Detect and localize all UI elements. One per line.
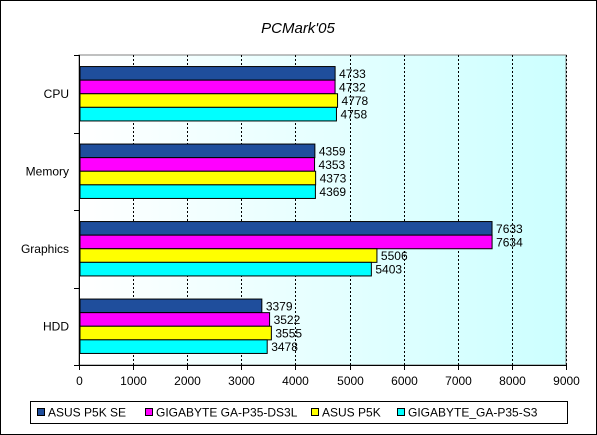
x-tick-label: 0 <box>76 374 83 388</box>
x-tick-label: 6000 <box>391 374 418 388</box>
x-tick-label: 4000 <box>282 374 309 388</box>
bar <box>79 234 493 250</box>
x-tick-label: 2000 <box>174 374 201 388</box>
bar <box>79 339 268 354</box>
legend-label: ASUS P5K SE <box>48 406 126 420</box>
bar <box>79 261 372 277</box>
data-label: 3555 <box>275 327 302 341</box>
x-tick-label: 3000 <box>228 374 255 388</box>
data-label: 4758 <box>340 108 367 122</box>
x-tick-label: 5000 <box>337 374 364 388</box>
bar <box>79 325 272 341</box>
data-label: 7633 <box>496 222 523 236</box>
data-label: 7634 <box>496 235 523 249</box>
data-label: 3522 <box>274 313 301 327</box>
legend-label: ASUS P5K <box>322 406 381 420</box>
legend-label: GIGABYTE GA-P35-DS3L <box>156 406 298 420</box>
category-label-graphics: Graphics <box>21 242 69 256</box>
data-label: 4778 <box>342 94 369 108</box>
legend-swatch <box>145 408 153 416</box>
category-label-memory: Memory <box>26 164 69 178</box>
data-label: 4733 <box>339 67 366 81</box>
bar <box>79 143 316 159</box>
bar <box>79 184 316 199</box>
legend-swatch <box>397 408 405 416</box>
legend-label: GIGABYTE_GA-P35-S3 <box>408 406 538 420</box>
x-tick-label: 8000 <box>499 374 526 388</box>
x-tick-label: 1000 <box>120 374 147 388</box>
bar <box>79 221 493 236</box>
bar <box>79 93 339 108</box>
data-label: 5506 <box>381 249 408 263</box>
bar <box>79 298 263 314</box>
bar <box>79 248 378 263</box>
data-label: 5403 <box>375 263 402 277</box>
data-label: 4359 <box>319 144 346 158</box>
bar <box>79 79 336 95</box>
data-label: 4369 <box>319 185 346 199</box>
chart-title: PCMark'05 <box>261 20 335 37</box>
bar <box>79 66 336 81</box>
data-label: 4353 <box>319 158 346 172</box>
data-label: 3379 <box>266 299 293 313</box>
bar <box>79 312 271 327</box>
data-label: 4732 <box>339 80 366 94</box>
data-label: 3478 <box>271 340 298 354</box>
bar <box>79 106 337 122</box>
category-label-hdd: HDD <box>43 319 69 333</box>
data-label: 4373 <box>320 172 347 186</box>
plot-area: 0 1000 2000 3000 4000 5000 6000 7000 8000 9000 CPU… <box>21 54 580 388</box>
legend: ASUS P5K SE GIGABYTE GA-P35-DS3L ASUS P5K G… <box>30 401 568 424</box>
bar <box>79 170 317 186</box>
x-tick-label: 7000 <box>445 374 472 388</box>
legend-swatch <box>311 408 319 416</box>
category-label-cpu: CPU <box>44 87 69 101</box>
legend-box <box>30 401 568 424</box>
bar <box>79 157 316 172</box>
x-tick-label: 9000 <box>553 374 580 388</box>
legend-swatch <box>37 408 45 416</box>
